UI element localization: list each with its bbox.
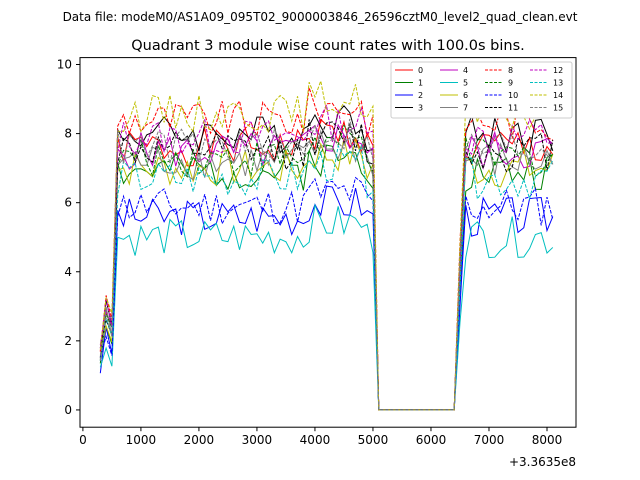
legend-label-15: 15 — [553, 104, 563, 113]
y-tick-label: 4 — [64, 265, 72, 279]
series-line-9 — [99, 124, 554, 411]
legend-label-14: 14 — [553, 91, 563, 100]
x-tick-label: 2000 — [184, 433, 215, 447]
legend-label-10: 10 — [508, 91, 518, 100]
series-line-7 — [99, 129, 554, 411]
y-tick-label: 10 — [57, 58, 72, 72]
series-line-4 — [99, 123, 554, 411]
series-line-6 — [99, 137, 554, 411]
chart-suptitle: Data file: modeM0/AS1A09_095T02_90000038… — [63, 10, 578, 24]
x-tick-label: 6000 — [416, 433, 447, 447]
series-line-1 — [99, 144, 554, 411]
series-line-11 — [99, 119, 554, 411]
legend-label-13: 13 — [553, 79, 563, 88]
x-tick-label: 3000 — [242, 433, 273, 447]
axes-frame — [79, 57, 577, 428]
legend-box — [390, 61, 573, 119]
y-tick-label: 6 — [64, 196, 72, 210]
series-line-13 — [99, 144, 554, 411]
plot-area: 0 1000 2000 3000 4000 5000 6000 7000 8000 0 2 4 6 8 1… — [57, 57, 577, 447]
chart-title: Quadrant 3 module wise count rates with … — [131, 38, 525, 54]
y-tick-label: 0 — [64, 403, 72, 417]
x-tick-label: 4000 — [300, 433, 331, 447]
legend-label-12: 12 — [553, 66, 563, 75]
y-tick-label: 8 — [64, 127, 72, 141]
legend-label-6: 6 — [463, 91, 468, 100]
legend-label-8: 8 — [508, 66, 513, 75]
legend-label-4: 4 — [463, 66, 468, 75]
x-tick-label: 5000 — [358, 433, 389, 447]
legend-label-3: 3 — [418, 104, 423, 113]
legend-label-5: 5 — [463, 79, 468, 88]
series-line-2 — [99, 185, 554, 411]
y-axis: 0 2 4 6 8 10 — [57, 58, 80, 417]
legend-label-2: 2 — [418, 91, 423, 100]
series-line-15 — [99, 118, 554, 411]
x-tick-label: 0 — [79, 433, 87, 447]
legend-label-11: 11 — [508, 104, 518, 113]
legend-label-1: 1 — [418, 79, 423, 88]
x-axis-offset-text: +3.3635e8 — [509, 455, 576, 469]
series-line-14 — [99, 79, 554, 411]
series-line-10 — [99, 176, 554, 411]
series-line-5 — [99, 203, 554, 411]
series-layer — [99, 79, 554, 411]
y-tick-label: 2 — [64, 334, 72, 348]
x-tick-label: 7000 — [474, 433, 505, 447]
legend-label-9: 9 — [508, 79, 513, 88]
series-line-3 — [99, 105, 554, 411]
x-axis: 0 1000 2000 3000 4000 5000 6000 7000 8000 — [79, 427, 562, 447]
x-tick-label: 1000 — [126, 433, 157, 447]
legend-label-0: 0 — [418, 66, 423, 75]
legend-label-7: 7 — [463, 104, 468, 113]
x-tick-label: 8000 — [532, 433, 563, 447]
